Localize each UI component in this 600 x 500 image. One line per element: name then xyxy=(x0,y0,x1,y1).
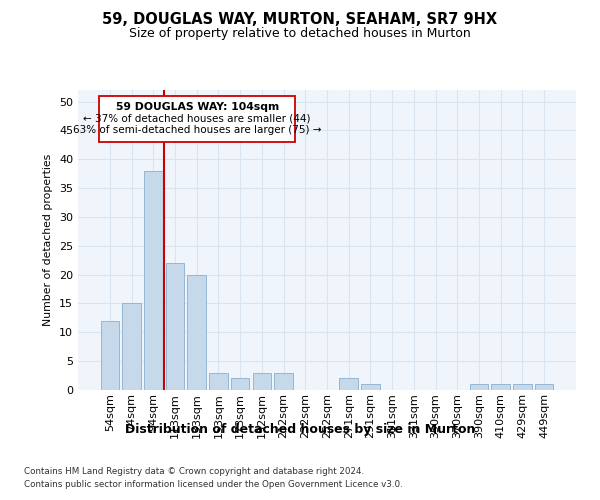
Bar xyxy=(166,263,184,390)
Text: Distribution of detached houses by size in Murton: Distribution of detached houses by size … xyxy=(125,422,475,436)
Text: Contains HM Land Registry data © Crown copyright and database right 2024.: Contains HM Land Registry data © Crown c… xyxy=(24,468,364,476)
Text: 59, DOUGLAS WAY, MURTON, SEAHAM, SR7 9HX: 59, DOUGLAS WAY, MURTON, SEAHAM, SR7 9HX xyxy=(103,12,497,28)
Text: 59 DOUGLAS WAY: 104sqm: 59 DOUGLAS WAY: 104sqm xyxy=(116,102,279,113)
Bar xyxy=(513,384,532,390)
Bar xyxy=(470,384,488,390)
Bar xyxy=(144,171,163,390)
Bar xyxy=(231,378,250,390)
Bar xyxy=(361,384,380,390)
Bar xyxy=(187,274,206,390)
Bar xyxy=(274,372,293,390)
Y-axis label: Number of detached properties: Number of detached properties xyxy=(43,154,53,326)
Bar xyxy=(535,384,553,390)
Bar xyxy=(101,321,119,390)
FancyBboxPatch shape xyxy=(100,96,295,142)
Text: 63% of semi-detached houses are larger (75) →: 63% of semi-detached houses are larger (… xyxy=(73,126,322,136)
Bar xyxy=(491,384,510,390)
Bar xyxy=(122,304,141,390)
Bar xyxy=(209,372,227,390)
Text: ← 37% of detached houses are smaller (44): ← 37% of detached houses are smaller (44… xyxy=(83,114,311,124)
Bar xyxy=(340,378,358,390)
Bar xyxy=(253,372,271,390)
Text: Size of property relative to detached houses in Murton: Size of property relative to detached ho… xyxy=(129,28,471,40)
Text: Contains public sector information licensed under the Open Government Licence v3: Contains public sector information licen… xyxy=(24,480,403,489)
